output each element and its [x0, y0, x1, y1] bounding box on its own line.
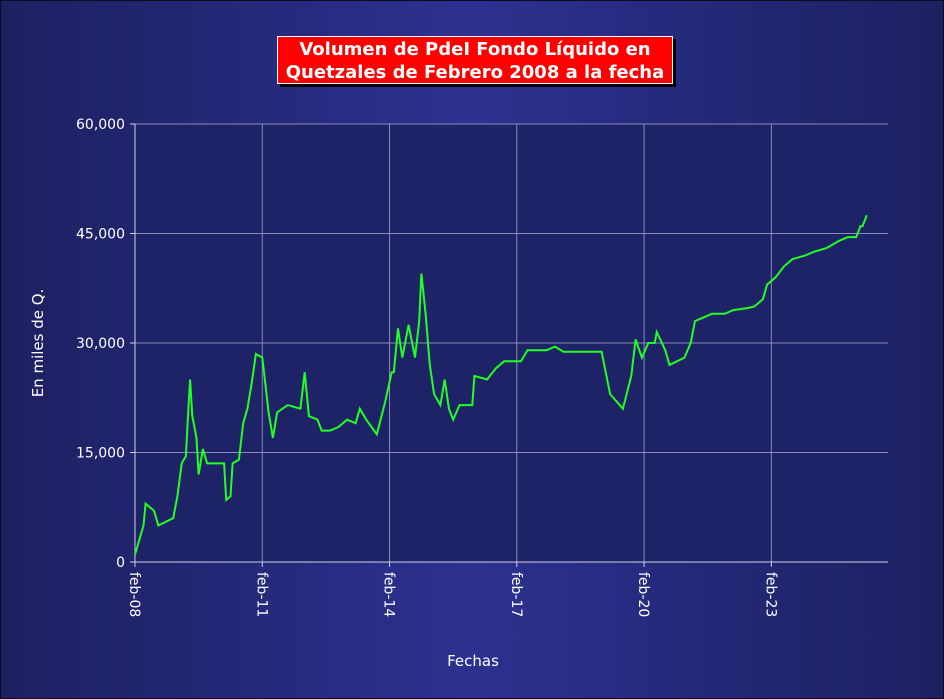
y-tick-label: 0	[116, 555, 125, 571]
grid-lines	[135, 123, 888, 563]
x-tick-label: feb-14	[381, 572, 397, 617]
x-tick-label: feb-08	[126, 572, 142, 617]
y-tick-label: 45,000	[76, 227, 125, 243]
x-tick-label: feb-23	[762, 572, 778, 617]
y-tick-label: 30,000	[76, 336, 125, 352]
chart-title-line-1: Volumen de PdeI Fondo Líquido en	[299, 39, 651, 60]
x-axis-ticks: feb-08 feb-11 feb-14 feb-17 feb-20 feb-23	[126, 562, 778, 617]
y-tick-label: 15,000	[76, 446, 125, 462]
x-axis-title: Fechas	[447, 652, 499, 670]
y-axis-title: En miles de Q.	[29, 289, 47, 398]
chart-title-line-2: Quetzales de Febrero 2008 a la fecha	[285, 62, 665, 83]
x-tick-label: feb-20	[635, 572, 651, 617]
chart-title: Volumen de PdeI Fondo Líquido en Quetzal…	[277, 36, 673, 84]
x-tick-label: feb-17	[508, 572, 524, 617]
series-line-volumen	[134, 214, 868, 555]
y-tick-label: 60,000	[76, 117, 125, 133]
y-axis-ticks: 0 15,000 30,000 45,000 60,000	[76, 117, 135, 571]
x-tick-label: feb-11	[253, 572, 269, 617]
